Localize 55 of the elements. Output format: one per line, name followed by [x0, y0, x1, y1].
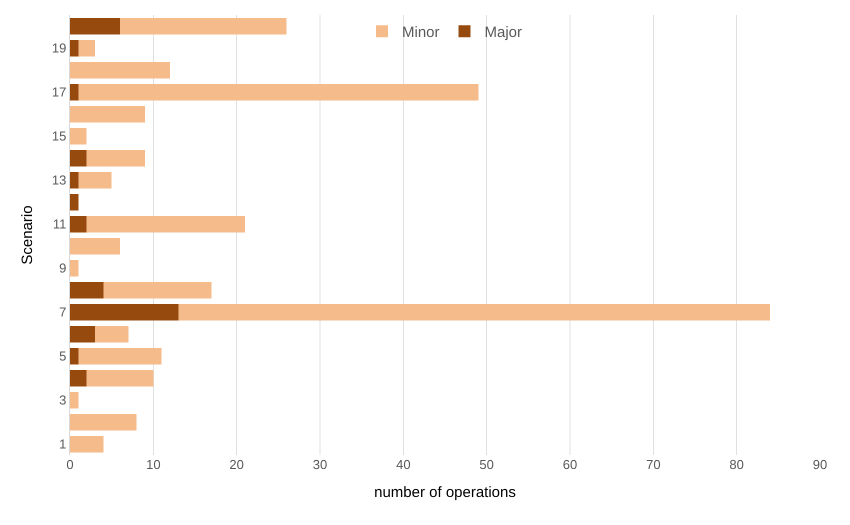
y-tick-label: 9: [59, 260, 66, 276]
x-tick-label: 60: [562, 457, 578, 472]
bar: [86, 216, 245, 232]
bar: [70, 304, 178, 320]
bar: [70, 282, 104, 298]
y-tick-label: 17: [52, 84, 66, 100]
y-axis-title: Scenario: [19, 205, 36, 265]
bar: [70, 436, 104, 452]
y-tick-label: 5: [59, 348, 66, 364]
bar: [70, 18, 120, 34]
x-tick-label: 0: [66, 457, 74, 472]
x-tick-label: 80: [729, 457, 744, 472]
bar: [78, 348, 162, 364]
legend-label: Major: [484, 24, 522, 42]
y-tick-label: 13: [52, 172, 66, 188]
x-tick-label: 30: [312, 457, 328, 472]
bar: [70, 348, 78, 364]
bar: [86, 370, 154, 386]
bar: [86, 150, 145, 166]
bar: [70, 172, 78, 188]
bar: [78, 172, 112, 188]
bar: [70, 106, 145, 122]
bar: [70, 216, 87, 232]
y-tick-label: 3: [59, 392, 66, 408]
bar: [78, 84, 478, 100]
y-tick-label: 19: [52, 40, 66, 56]
x-axis-title: number of operations: [374, 484, 516, 501]
y-tick-label: 11: [52, 216, 66, 232]
x-tick-label: 50: [479, 457, 494, 472]
x-tick-label: 20: [229, 457, 244, 472]
x-tick-label: 10: [146, 457, 161, 472]
legend-label: Minor: [402, 24, 440, 42]
bar: [70, 326, 95, 342]
bar: [70, 128, 87, 144]
bar: [70, 370, 87, 386]
bar: [70, 194, 78, 210]
bar: [70, 150, 87, 166]
bar: [70, 392, 78, 408]
x-tick-label: 90: [812, 457, 828, 472]
bar: [70, 62, 170, 78]
bar: [70, 40, 78, 56]
y-tick-label: 15: [52, 128, 66, 144]
bar: [178, 304, 770, 320]
bar: [70, 84, 78, 100]
y-tick-label: 7: [59, 304, 66, 320]
x-tick-label: 40: [396, 457, 411, 472]
bar: [78, 40, 95, 56]
x-tick-label: 70: [646, 457, 661, 472]
bar: [120, 18, 287, 34]
bar: [103, 282, 212, 298]
y-tick-label: 1: [59, 436, 66, 452]
bar: [95, 326, 128, 342]
bar: [70, 238, 120, 254]
bar: [70, 414, 137, 430]
bar: [70, 260, 78, 276]
